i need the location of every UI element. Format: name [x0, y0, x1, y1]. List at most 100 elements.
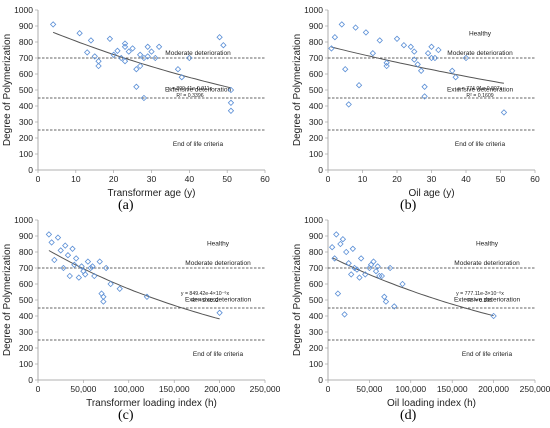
data-point-c — [216, 309, 223, 316]
y-axis-title-c: Degree of Polymerization — [2, 244, 13, 356]
x-tick-label-a: 40 — [185, 174, 195, 184]
data-point-c — [116, 285, 123, 292]
zone-label-d: Healthy — [476, 241, 499, 248]
y-axis-title-a: Degree of Polymerization — [2, 34, 13, 146]
x-tick-label-b: 0 — [326, 174, 331, 184]
data-point-a — [144, 53, 151, 60]
y-tick-label-c: 800 — [19, 247, 33, 257]
y-tick-label-d: 500 — [309, 295, 323, 305]
data-point-d — [490, 312, 497, 320]
x-tick-label-a: 10 — [71, 174, 81, 184]
data-point-b — [421, 83, 428, 90]
data-point-c — [51, 256, 58, 264]
data-point-a — [148, 48, 155, 55]
data-point-d — [356, 274, 363, 281]
y-tick-label-d: 700 — [309, 263, 323, 273]
data-point-d — [341, 311, 348, 318]
data-point-b — [411, 56, 418, 63]
data-point-a — [216, 34, 223, 41]
y-tick-label-a: 900 — [19, 21, 33, 31]
data-point-c — [96, 258, 103, 265]
data-point-c — [91, 272, 98, 280]
panel-label-a: (a) — [118, 198, 134, 213]
x-tick-label-a: 0 — [36, 174, 41, 184]
panel-label-c: (c) — [118, 408, 134, 423]
zone-label-a: Extensive deterioration — [165, 87, 232, 94]
y-tick-label-c: 300 — [19, 327, 33, 337]
data-point-a — [133, 83, 140, 90]
trend-equation-d: y = 777.11e-3×10⁻⁶x — [456, 291, 504, 297]
data-point-b — [462, 54, 470, 62]
data-point-c — [72, 255, 80, 262]
data-point-c — [107, 280, 114, 288]
y-tick-label-c: 600 — [19, 279, 33, 289]
y-axis-title-b: Degree of Polymerization — [292, 34, 303, 146]
y-tick-label-c: 0 — [28, 375, 33, 385]
y-tick-label-a: 600 — [19, 69, 33, 79]
data-point-a — [87, 37, 95, 44]
data-point-a — [133, 66, 140, 73]
y-tick-label-c: 400 — [19, 311, 33, 321]
y-tick-label-a: 800 — [19, 37, 33, 47]
data-point-c — [45, 231, 53, 238]
trend-r2-a: R² = 0.3396 — [176, 93, 203, 99]
data-point-d — [331, 255, 338, 262]
data-point-d — [349, 245, 357, 252]
x-tick-label-c: 200,000 — [204, 384, 235, 394]
y-tick-label-d: 200 — [309, 343, 323, 353]
data-point-c — [87, 264, 94, 272]
y-tick-label-c: 100 — [19, 359, 33, 369]
data-point-d — [334, 290, 342, 297]
data-point-b — [452, 74, 459, 81]
data-point-a — [121, 43, 129, 50]
data-point-d — [343, 248, 350, 256]
data-point-c — [100, 298, 107, 305]
x-tick-label-d: 50,000 — [356, 384, 382, 394]
data-point-b — [424, 50, 432, 57]
x-tick-label-c: 250,000 — [250, 384, 281, 394]
y-tick-label-b: 1000 — [304, 5, 323, 15]
data-point-b — [352, 24, 359, 31]
x-tick-label-c: 50,000 — [70, 384, 96, 394]
data-point-b — [428, 43, 435, 50]
x-tick-label-b: 50 — [496, 174, 506, 184]
data-point-b — [342, 66, 349, 73]
data-point-d — [372, 268, 380, 275]
data-point-d — [399, 280, 406, 288]
data-point-a — [129, 45, 136, 52]
y-tick-label-b: 300 — [309, 117, 323, 127]
x-tick-label-d: 100,000 — [395, 384, 426, 394]
y-tick-label-d: 400 — [309, 311, 323, 321]
data-point-c — [57, 247, 64, 254]
data-point-d — [348, 271, 355, 278]
trend-equation-c: y = 849.42e-4×10⁻⁶x — [181, 291, 230, 297]
data-point-c — [64, 252, 72, 259]
data-point-c — [66, 272, 73, 280]
data-point-a — [227, 86, 235, 94]
panel-label-d: (d) — [400, 408, 417, 423]
data-point-b — [449, 67, 456, 74]
data-point-a — [152, 54, 159, 62]
x-tick-label-c: 0 — [36, 384, 41, 394]
data-point-d — [374, 263, 381, 270]
data-point-c — [75, 274, 83, 281]
y-tick-label-b: 800 — [309, 37, 323, 47]
data-point-c — [69, 245, 76, 252]
data-point-c — [84, 258, 92, 265]
data-point-a — [91, 53, 98, 60]
x-tick-label-b: 60 — [530, 174, 540, 184]
y-tick-label-d: 0 — [318, 375, 323, 385]
data-point-c — [62, 242, 69, 249]
data-point-d — [357, 255, 365, 262]
y-tick-label-d: 300 — [309, 327, 323, 337]
y-tick-label-b: 400 — [309, 101, 323, 111]
y-tick-label-b: 200 — [309, 133, 323, 143]
data-point-a — [110, 51, 117, 58]
zone-label-c: End of life criteria — [193, 351, 244, 358]
data-point-a — [76, 30, 83, 37]
data-point-d — [376, 272, 383, 280]
data-point-a — [106, 35, 114, 42]
data-point-d — [382, 298, 390, 305]
x-tick-label-a: 30 — [147, 174, 157, 184]
